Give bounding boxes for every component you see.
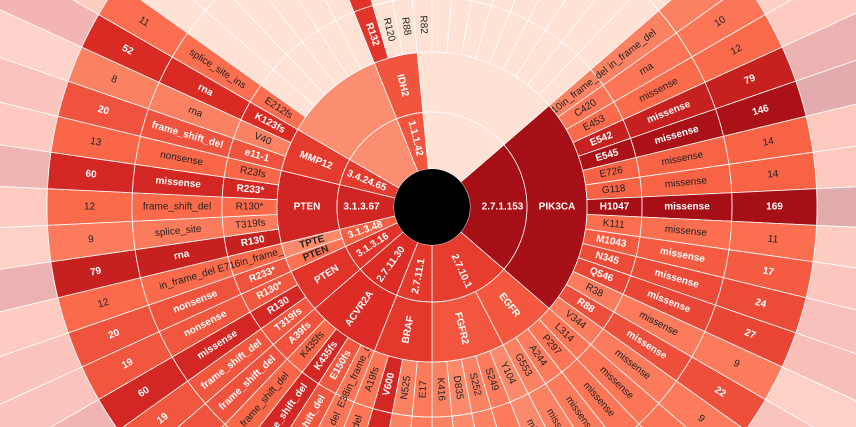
count-label: 9 [731,358,741,371]
type-label: frame_shift_del [143,202,211,213]
ec-label: 3.1.3.67 [343,202,380,213]
type-label: splice_site [154,224,202,239]
gene-label: PTEN [294,202,321,213]
count-label: 24 [754,297,768,311]
mutation-label: T319fs [235,218,266,232]
count-label: 146 [751,103,771,118]
mutation-label: V600 [381,371,397,397]
count-label: 9 [696,413,708,425]
count-label: 20 [107,327,122,342]
mutation-label: R23fs [239,165,267,181]
count-label: 79 [743,73,758,88]
count-label: 27 [743,327,758,342]
count-label: 79 [89,265,102,278]
count-label: 8 [696,0,708,1]
mutation-label: S252 [467,372,483,398]
ec-label: 2.7.1.153 [482,202,524,213]
count-label: 12 [84,202,96,213]
count-label: 12 [729,43,744,58]
center-hole [394,169,470,245]
count-label: 14 [762,136,775,149]
mutation-label: G118 [601,183,626,196]
mutation-label: R88 [399,17,413,37]
mutation-label: N525 [399,375,413,401]
gene-label: PIK3CA [539,202,576,213]
count-label: 17 [762,266,775,279]
count-label: 9 [88,234,95,246]
type-label: missense [664,224,708,239]
count-label: 13 [89,136,102,149]
mutation-label: D835 [451,375,465,401]
count-label: 8 [109,74,119,86]
count-label: 169 [766,202,783,213]
mutation-label: K416 [434,377,446,401]
mutation-label: R82 [417,15,429,34]
count-label: 12 [97,297,111,311]
mutation-label: E726 [599,165,624,180]
count-label: 52 [120,43,135,58]
gene-label: IDH2 [394,73,410,98]
mutation-label: E17 [418,380,430,399]
mutation-label: R233* [236,183,265,197]
count-label: 14 [767,169,780,181]
mutation-label: H1047 [600,202,630,213]
count-label: 60 [85,169,98,181]
count-label: 19 [120,356,135,371]
type-label: rna [186,105,204,121]
type-label: missense [155,175,202,190]
count-label: 11 [767,234,779,246]
mutation-label: R130 [240,234,266,249]
type-label: rna [173,248,191,262]
type-label: missense [664,175,708,190]
count-label: 20 [96,104,110,118]
mutation-label: K111 [602,218,625,231]
gene-label: BRAF [400,315,416,344]
mutation-label: R130* [236,202,264,213]
type-label: missense [664,202,710,213]
